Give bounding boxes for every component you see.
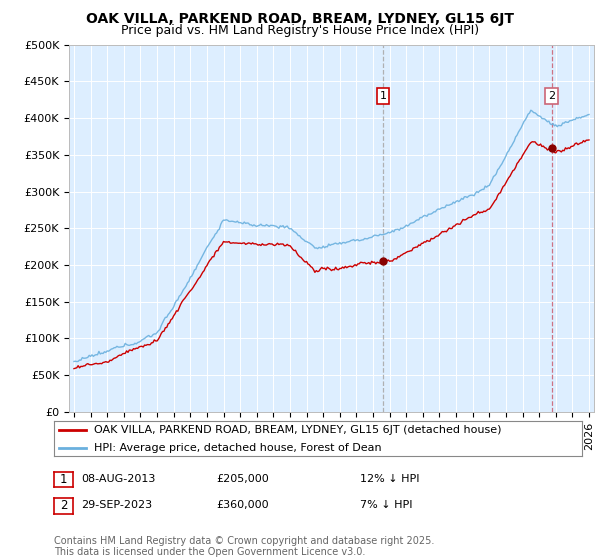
- Text: Price paid vs. HM Land Registry's House Price Index (HPI): Price paid vs. HM Land Registry's House …: [121, 24, 479, 36]
- Text: 29-SEP-2023: 29-SEP-2023: [81, 500, 152, 510]
- Text: 1: 1: [380, 91, 386, 101]
- Text: 12% ↓ HPI: 12% ↓ HPI: [360, 474, 419, 484]
- Text: HPI: Average price, detached house, Forest of Dean: HPI: Average price, detached house, Fore…: [94, 442, 381, 452]
- Text: 1: 1: [60, 473, 67, 486]
- Text: 7% ↓ HPI: 7% ↓ HPI: [360, 500, 413, 510]
- Text: £360,000: £360,000: [216, 500, 269, 510]
- Text: 2: 2: [60, 499, 67, 512]
- Text: 2: 2: [548, 91, 555, 101]
- Text: £205,000: £205,000: [216, 474, 269, 484]
- Text: OAK VILLA, PARKEND ROAD, BREAM, LYDNEY, GL15 6JT (detached house): OAK VILLA, PARKEND ROAD, BREAM, LYDNEY, …: [94, 425, 501, 435]
- Text: OAK VILLA, PARKEND ROAD, BREAM, LYDNEY, GL15 6JT: OAK VILLA, PARKEND ROAD, BREAM, LYDNEY, …: [86, 12, 514, 26]
- Text: 08-AUG-2013: 08-AUG-2013: [81, 474, 155, 484]
- Text: Contains HM Land Registry data © Crown copyright and database right 2025.
This d: Contains HM Land Registry data © Crown c…: [54, 535, 434, 557]
